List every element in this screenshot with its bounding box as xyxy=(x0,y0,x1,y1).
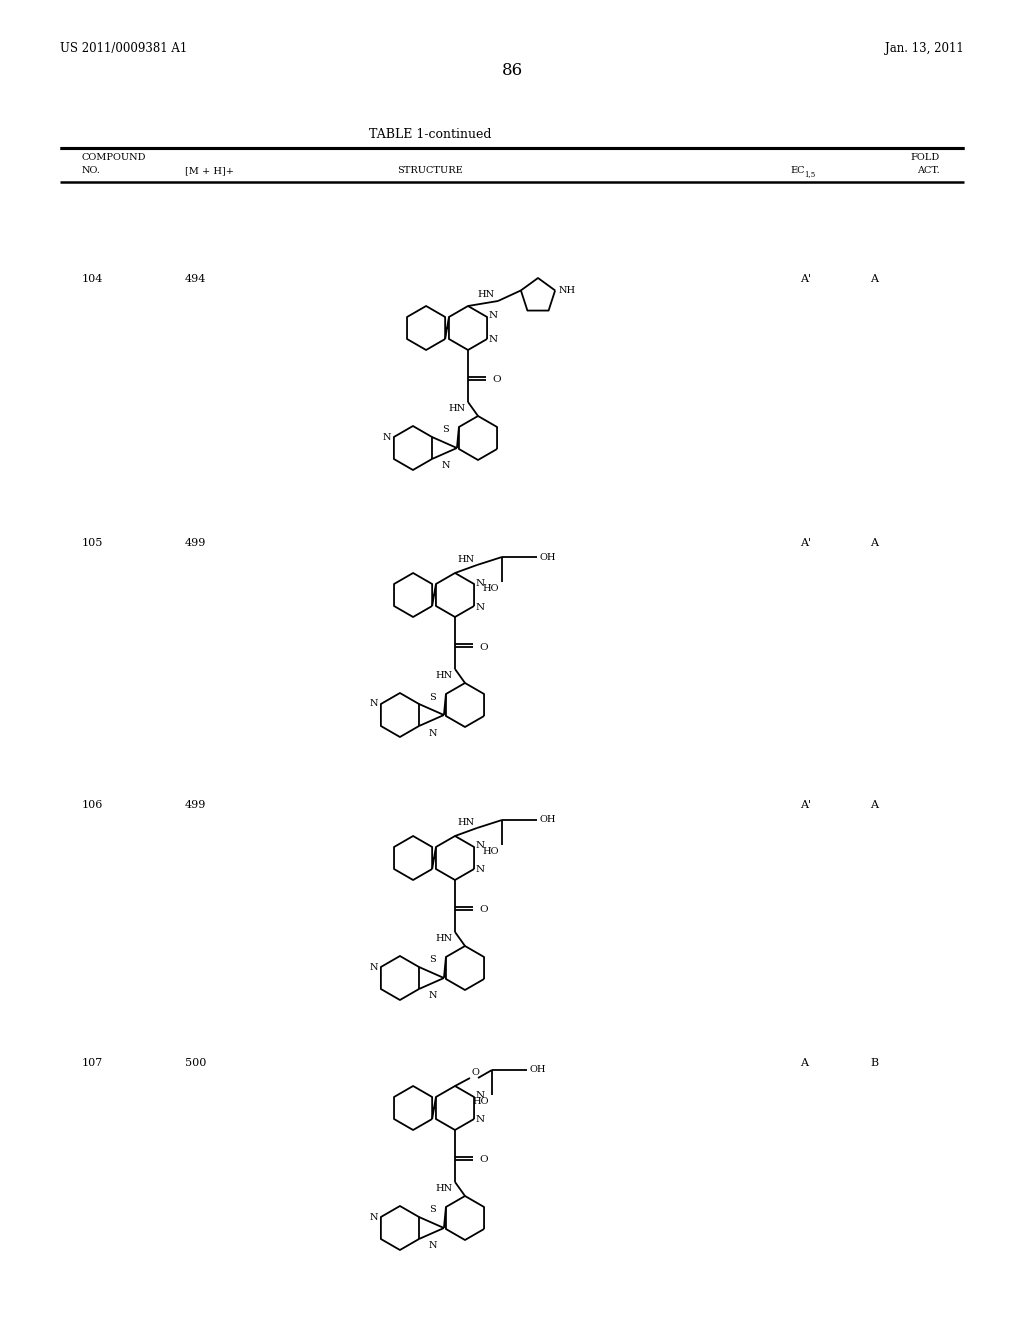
Text: N: N xyxy=(475,602,484,611)
Text: A: A xyxy=(870,800,878,810)
Text: S: S xyxy=(442,425,449,434)
Text: NH: NH xyxy=(558,286,575,294)
Text: HO: HO xyxy=(482,847,499,855)
Text: 500: 500 xyxy=(185,1059,207,1068)
Text: Jan. 13, 2011: Jan. 13, 2011 xyxy=(886,42,964,55)
Text: N: N xyxy=(382,433,391,441)
Text: N: N xyxy=(370,1213,378,1221)
Text: A: A xyxy=(870,275,878,284)
Text: [M + H]+: [M + H]+ xyxy=(185,166,234,176)
Text: O: O xyxy=(479,643,487,652)
Text: N: N xyxy=(475,866,484,874)
Text: 1,5: 1,5 xyxy=(804,170,815,178)
Text: HN: HN xyxy=(436,671,453,680)
Text: OH: OH xyxy=(540,816,556,825)
Text: OH: OH xyxy=(540,553,556,561)
Text: N: N xyxy=(488,335,498,345)
Text: S: S xyxy=(429,693,436,701)
Text: N: N xyxy=(475,842,484,850)
Text: 86: 86 xyxy=(502,62,522,79)
Text: S: S xyxy=(429,1205,436,1214)
Text: 494: 494 xyxy=(185,275,207,284)
Text: A: A xyxy=(870,539,878,548)
Text: A': A' xyxy=(800,275,811,284)
Text: 105: 105 xyxy=(82,539,103,548)
Text: US 2011/0009381 A1: US 2011/0009381 A1 xyxy=(60,42,187,55)
Text: TABLE 1-continued: TABLE 1-continued xyxy=(369,128,492,141)
Text: O: O xyxy=(492,375,501,384)
Text: STRUCTURE: STRUCTURE xyxy=(397,166,463,176)
Text: A: A xyxy=(800,1059,808,1068)
Text: COMPOUND: COMPOUND xyxy=(82,153,146,162)
Text: N: N xyxy=(428,729,437,738)
Text: 499: 499 xyxy=(185,800,207,810)
Text: HN: HN xyxy=(436,1184,453,1193)
Text: 106: 106 xyxy=(82,800,103,810)
Text: 107: 107 xyxy=(82,1059,103,1068)
Text: N: N xyxy=(475,578,484,587)
Text: HO: HO xyxy=(482,583,499,593)
Text: O: O xyxy=(472,1068,480,1077)
Text: A': A' xyxy=(800,800,811,810)
Text: N: N xyxy=(370,700,378,709)
Text: N: N xyxy=(488,312,498,321)
Text: N: N xyxy=(441,462,450,470)
Text: A': A' xyxy=(800,539,811,548)
Text: B: B xyxy=(870,1059,879,1068)
Text: N: N xyxy=(428,1242,437,1250)
Text: N: N xyxy=(475,1092,484,1101)
Text: NO.: NO. xyxy=(82,166,101,176)
Text: HO: HO xyxy=(472,1097,489,1106)
Text: N: N xyxy=(475,1115,484,1125)
Text: O: O xyxy=(479,1155,487,1164)
Text: N: N xyxy=(370,962,378,972)
Text: HN: HN xyxy=(449,404,466,413)
Text: EC: EC xyxy=(790,166,805,176)
Text: HN: HN xyxy=(458,554,475,564)
Text: S: S xyxy=(429,956,436,965)
Text: HN: HN xyxy=(436,935,453,942)
Text: 104: 104 xyxy=(82,275,103,284)
Text: N: N xyxy=(428,991,437,1001)
Text: O: O xyxy=(479,906,487,915)
Text: ACT.: ACT. xyxy=(918,166,940,176)
Text: HN: HN xyxy=(458,818,475,828)
Text: FOLD: FOLD xyxy=(910,153,940,162)
Text: OH: OH xyxy=(530,1065,547,1074)
Text: HN: HN xyxy=(478,290,495,300)
Text: 499: 499 xyxy=(185,539,207,548)
